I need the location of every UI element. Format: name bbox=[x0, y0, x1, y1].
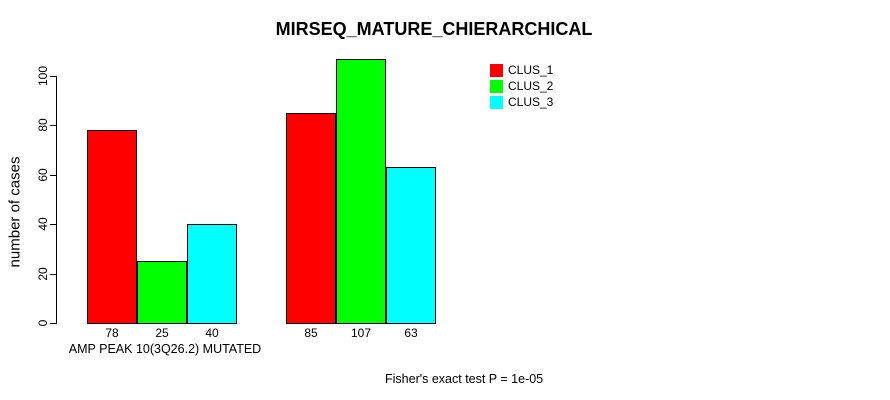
y-axis-tick-label: 80 bbox=[36, 118, 50, 132]
y-axis-tick bbox=[50, 323, 56, 324]
legend-item-clus_1: CLUS_1 bbox=[490, 64, 553, 77]
chart-title: MIRSEQ_MATURE_CHIERARCHICAL bbox=[275, 19, 593, 39]
y-axis-tick bbox=[50, 175, 56, 176]
bar-value-label: 63 bbox=[404, 326, 418, 340]
legend-swatch-clus_3 bbox=[490, 96, 503, 109]
y-axis-tick-label: 100 bbox=[36, 65, 50, 87]
legend-item-clus_3: CLUS_3 bbox=[490, 96, 553, 109]
bar-value-label: 78 bbox=[105, 326, 119, 340]
bar-clus_2-group2 bbox=[336, 59, 386, 324]
bar-value-label: 107 bbox=[350, 326, 372, 340]
legend-label: CLUS_2 bbox=[508, 79, 554, 93]
bar-clus_3-group2 bbox=[386, 167, 436, 324]
bar-value-label: 40 bbox=[205, 326, 219, 340]
legend-label: CLUS_1 bbox=[508, 63, 554, 77]
y-axis-tick bbox=[50, 224, 56, 225]
y-axis-tick bbox=[50, 125, 56, 126]
y-axis-tick-label: 40 bbox=[36, 217, 50, 231]
legend-swatch-clus_1 bbox=[490, 64, 503, 77]
bar-clus_1-group2 bbox=[286, 113, 336, 324]
y-axis-tick-label: 20 bbox=[36, 267, 50, 281]
legend-item-clus_2: CLUS_2 bbox=[490, 80, 553, 93]
bar-value-label: 25 bbox=[155, 326, 169, 340]
bar-clus_1-group1 bbox=[87, 130, 137, 324]
y-axis-tick bbox=[50, 274, 56, 275]
y-axis-label: number of cases bbox=[6, 156, 24, 268]
legend-swatch-clus_2 bbox=[490, 80, 503, 93]
y-axis-tick-label: 60 bbox=[36, 168, 50, 182]
legend-label: CLUS_3 bbox=[508, 95, 554, 109]
y-axis-line bbox=[56, 76, 57, 324]
bar-clus_2-group1 bbox=[137, 261, 187, 324]
y-axis-tick-label: 0 bbox=[36, 319, 50, 327]
fisher-test-annotation: Fisher's exact test P = 1e-05 bbox=[385, 372, 544, 386]
y-axis-tick bbox=[50, 76, 56, 77]
bar-clus_3-group1 bbox=[187, 224, 237, 324]
x-axis-group-label: AMP PEAK 10(3Q26.2) MUTATED bbox=[68, 342, 262, 356]
bar-value-label: 85 bbox=[304, 326, 318, 340]
